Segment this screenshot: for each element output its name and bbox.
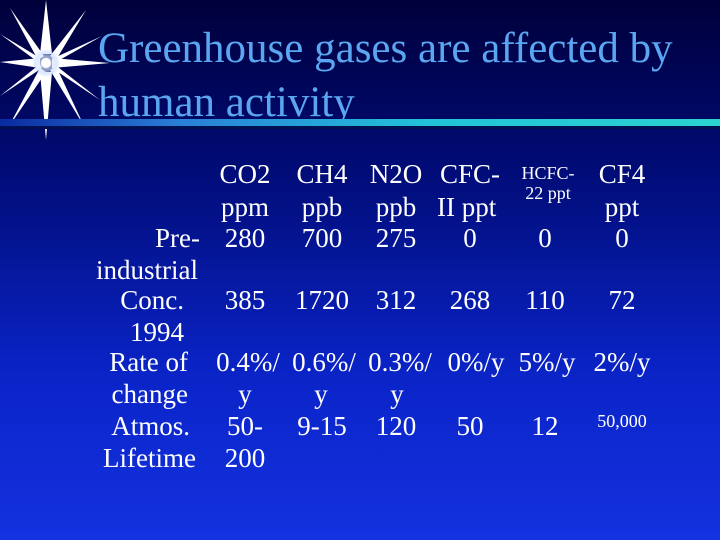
title-divider-shadow [0, 126, 720, 129]
cell-conc-n2o: 312 [375, 285, 417, 315]
cell-lifetime-hcfc: 12 [531, 411, 559, 441]
cell-rate-hcfc: 5%/y [518, 347, 576, 377]
cell-conc-ch4: 1720 [295, 285, 349, 315]
cell-conc-cf4: 72 [608, 285, 636, 315]
header-cfc: CFC- [440, 159, 501, 189]
slide-title-line-2: human activity [98, 79, 355, 126]
row-label-rate: Rate of [109, 347, 188, 377]
title-divider [0, 119, 720, 126]
cell-conc-co2: 385 [224, 285, 266, 315]
header-cf4-unit: ppt [604, 192, 640, 222]
cell-rate-co2: 0.4%/ [216, 347, 280, 377]
header-ch4: CH4 [296, 159, 348, 189]
header-ch4-unit: ppb [301, 192, 343, 222]
header-co2: CO2 [219, 159, 271, 189]
cell-rate-n2o: 0.3%/ [368, 347, 432, 377]
cell-preindustrial-n2o: 275 [375, 223, 417, 253]
cell-preindustrial-hcfc: 0 [538, 223, 552, 253]
cell-rate-n2o-2: y [390, 379, 404, 409]
cell-preindustrial-ch4: 700 [301, 223, 343, 253]
slide-title-line-1: Greenhouse gases are affected by [98, 25, 673, 72]
cell-lifetime-n2o: 120 [375, 411, 417, 441]
cell-conc-cfc: 268 [449, 285, 491, 315]
header-hcfc: HCFC- [521, 163, 575, 183]
cell-lifetime-cfc: 50 [456, 411, 484, 441]
cell-rate-cfc: 0%/y [447, 347, 505, 377]
header-cfc-unit: II ppt [437, 192, 497, 222]
header-hcfc-unit: 22 ppt [525, 183, 571, 203]
cell-preindustrial-co2: 280 [224, 223, 266, 253]
row-label-lifetime: Atmos. [111, 411, 190, 441]
header-co2-unit: ppm [220, 192, 269, 222]
cell-lifetime-co2-2: 200 [224, 443, 266, 473]
cell-rate-co2-2: y [238, 379, 252, 409]
header-cf4: CF4 [598, 159, 646, 189]
cell-rate-ch4-2: y [314, 379, 328, 409]
cell-conc-hcfc: 110 [525, 285, 565, 315]
starburst-icon [0, 0, 110, 140]
cell-lifetime-ch4: 9-15 [297, 411, 347, 441]
header-n2o-unit: ppb [375, 192, 417, 222]
slide-title: Greenhouse gases are affected by human a… [98, 22, 708, 130]
row-label-conc-2: 1994 [130, 317, 184, 347]
cell-lifetime-cf4: 50,000 [597, 411, 647, 431]
cell-preindustrial-cfc: 0 [463, 223, 477, 253]
row-label-rate-2: change [111, 379, 188, 409]
cell-rate-ch4: 0.6%/ [292, 347, 356, 377]
row-label-preindustrial: Pre- [155, 223, 200, 253]
cell-lifetime-co2: 50- [227, 411, 263, 441]
header-n2o: N2O [369, 159, 423, 189]
cell-preindustrial-cf4: 0 [615, 223, 629, 253]
row-label-lifetime-2: Lifetime [103, 443, 196, 473]
row-label-preindustrial-2: industrial [96, 255, 198, 285]
cell-rate-cf4: 2%/y [593, 347, 651, 377]
row-label-conc: Conc. [120, 285, 184, 315]
